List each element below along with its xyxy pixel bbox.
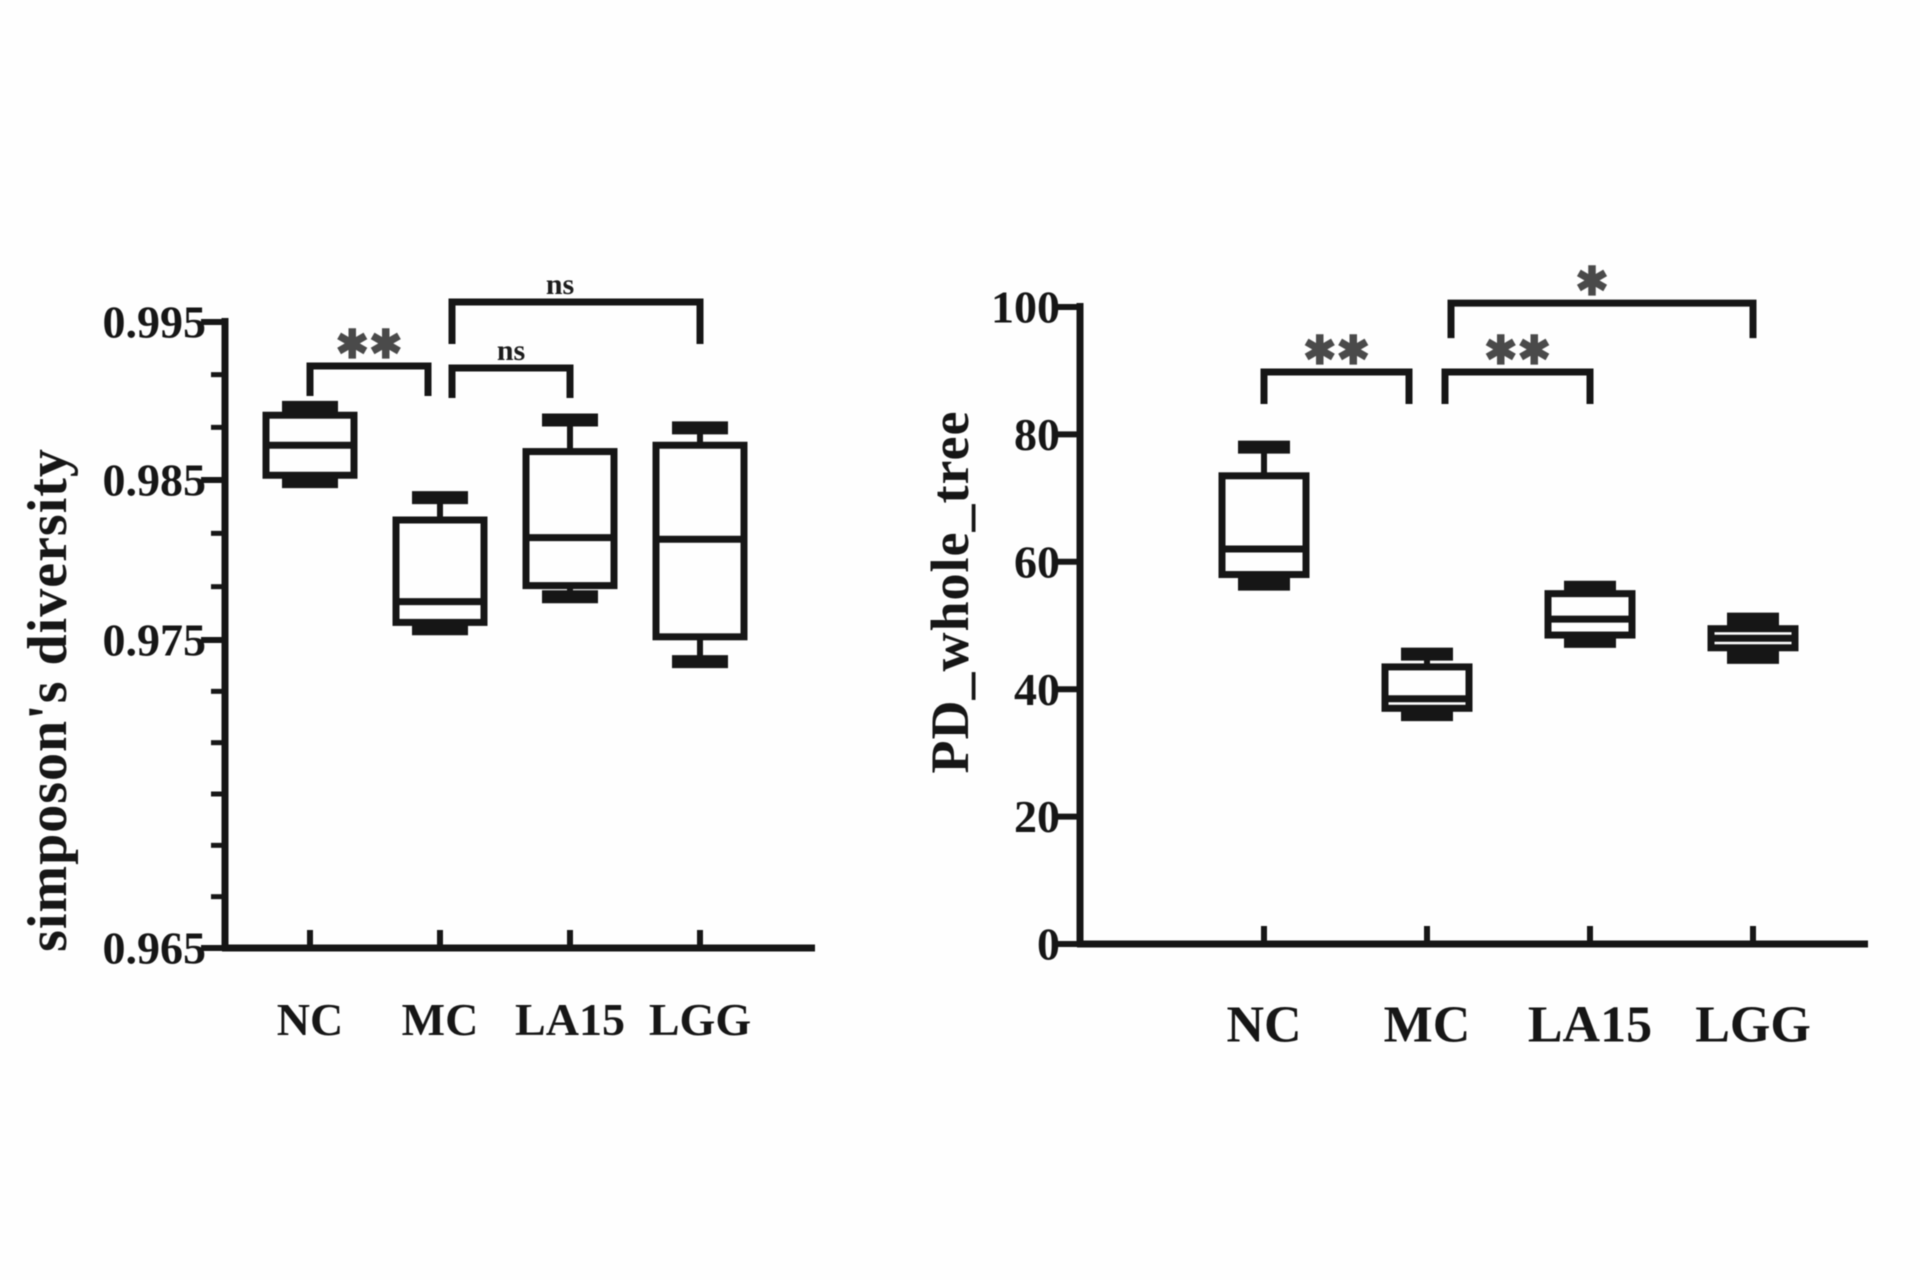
y-tick-label: 0.995 xyxy=(103,297,207,348)
significance-label-nc-mc: ✱✱ xyxy=(1303,328,1370,373)
y-tick-label: 0.985 xyxy=(103,455,207,506)
box-la15 xyxy=(1544,580,1636,648)
x-category-label-mc: MC xyxy=(1384,996,1471,1053)
x-category-label-lgg: LGG xyxy=(1695,996,1811,1053)
significance-bracket-nc-mc xyxy=(1260,368,1413,404)
y-tick-label: 80 xyxy=(1014,409,1060,460)
significance-bracket-nc-mc xyxy=(306,362,432,397)
iqr-box xyxy=(1544,590,1636,639)
box-nc xyxy=(262,400,358,489)
x-category-label-mc: MC xyxy=(402,994,479,1045)
y-tick-label: 20 xyxy=(1014,791,1060,842)
y-tick-label: 0.965 xyxy=(103,923,207,974)
iqr-box xyxy=(1218,472,1310,579)
significance-bracket-mc-la15 xyxy=(448,364,574,399)
significance-bracket-mc-lgg xyxy=(448,298,704,345)
x-category-label-lgg: LGG xyxy=(649,994,751,1045)
y-tick-label: 0 xyxy=(1037,919,1060,970)
significance-label-mc-la15: ✱✱ xyxy=(1484,328,1551,373)
box-mc xyxy=(1381,647,1473,722)
x-category-label-nc: NC xyxy=(277,994,343,1045)
significance-bracket-mc-lgg xyxy=(1447,299,1757,339)
y-tick-label: 60 xyxy=(1014,536,1060,587)
significance-label-mc-lgg: ✱ xyxy=(1575,259,1609,304)
x-category-label-la15: LA15 xyxy=(1528,996,1652,1053)
significance-bracket-mc-la15 xyxy=(1441,368,1594,404)
significance-label-mc-la15: ns xyxy=(497,334,525,367)
y-axis-title: PD_whole_tree xyxy=(920,411,980,774)
x-category-label-la15: LA15 xyxy=(515,994,625,1045)
box-lgg xyxy=(1707,612,1799,664)
box-la15 xyxy=(522,413,618,604)
significance-label-nc-mc: ✱✱ xyxy=(335,322,402,367)
significance-label-mc-lgg: ns xyxy=(546,268,574,301)
iqr-box xyxy=(522,448,618,590)
y-tick-label: 40 xyxy=(1014,664,1060,715)
y-axis-title: simposon's diversity xyxy=(17,448,79,952)
box-lgg xyxy=(652,421,748,669)
iqr-box xyxy=(392,516,488,626)
y-tick-label: 100 xyxy=(991,282,1060,333)
box-nc xyxy=(1218,440,1310,591)
box-mc xyxy=(392,491,488,636)
y-tick-label: 0.975 xyxy=(103,615,207,666)
boxplot-simpsons-diversity: 0.995 0.985 0.975 0.965 NC MC LA15 LGG simposon'… xyxy=(17,268,815,1045)
x-category-label-nc: NC xyxy=(1226,996,1301,1053)
